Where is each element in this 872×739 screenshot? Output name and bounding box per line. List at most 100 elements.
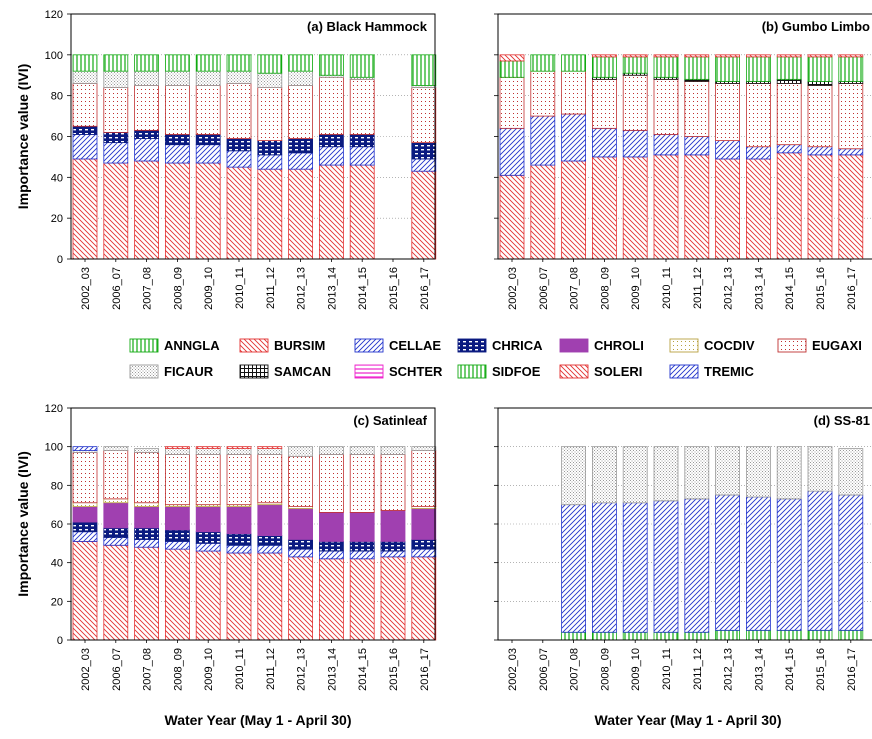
bar-segment-cellae: [103, 537, 129, 546]
bar-segment-chrica: [288, 138, 314, 154]
panel-3: 2002_03 2006_07 2007_08 2008_09 2009_10 2010_…: [15, 403, 437, 728]
bar-segment-sidfoe: [653, 56, 679, 78]
bar-segment-tremic: [592, 502, 617, 633]
bar-segment-bursim: [684, 154, 710, 260]
x-tick-label: 2012_13: [723, 648, 735, 691]
x-tick-label: 2013_14: [753, 648, 765, 691]
x-tick-label: 2008_09: [172, 267, 184, 310]
bar-segment-cellae: [257, 154, 283, 170]
x-tick-label: 2006_07: [538, 648, 550, 691]
bar-segment-chrica: [318, 134, 344, 148]
legend-label: TREMIC: [704, 364, 754, 379]
legend-label: ANNGLA: [164, 338, 220, 353]
bar-segment-bursim: [318, 558, 344, 641]
bar-segment-eugaxi: [288, 455, 314, 508]
bar-segment-eugaxi: [807, 85, 833, 148]
legend-swatch: [559, 364, 589, 379]
bar-segment-bursim: [561, 160, 586, 260]
bar-segment-chroli: [103, 502, 129, 529]
y-tick-label: 80: [51, 91, 63, 103]
bar-segment-soleri: [807, 54, 833, 58]
bar-segment-ficaur: [746, 446, 771, 498]
y-tick-label: 0: [57, 635, 63, 647]
bar-segment-ficaur: [164, 70, 190, 86]
bar-segment-bursim: [499, 174, 525, 260]
x-tick-label: 2002_03: [80, 267, 92, 310]
legend-label: COCDIV: [704, 338, 755, 353]
panel-2: 2002_03 2006_07 2007_08 2008_09 2009_10 2010_…: [494, 13, 872, 310]
bar-segment-chrica: [226, 533, 252, 546]
panel-4: 2002_03 2006_07 2007_08 2008_09 2009_10 2010_…: [494, 407, 872, 728]
x-tick-label: 2013_14: [753, 267, 765, 310]
bar-segment-cellae: [288, 152, 314, 170]
legend-swatch: [354, 364, 384, 379]
x-tick-label: 2010_11: [234, 648, 246, 690]
y-tick-label: 60: [51, 132, 63, 144]
bar-segment-ficaur: [288, 70, 314, 86]
bar-segment-eugaxi: [288, 85, 314, 139]
bar-segment-anngla: [746, 629, 771, 641]
bar-segment-sidfoe: [134, 54, 160, 72]
legend-label: SAMCAN: [274, 364, 331, 379]
y-axis-label: Importance value (IVI): [15, 451, 31, 596]
bar-segment-ficaur: [380, 446, 406, 455]
bar-segment-sidfoe: [103, 54, 129, 72]
bar-segment-ficaur: [411, 446, 437, 451]
bar-segment-eugaxi: [530, 70, 556, 117]
y-tick-label: 100: [45, 442, 63, 454]
bar-segment-soleri: [226, 446, 252, 449]
legend-label: BURSIM: [274, 338, 325, 353]
bar-segment-tremic: [592, 127, 617, 158]
bar-segment-cellae: [318, 550, 344, 560]
legend-label: CELLAE: [389, 338, 441, 353]
bar-segment-chrica: [103, 132, 129, 144]
bar-segment-sidfoe: [561, 54, 586, 72]
bar-segment-chrica: [318, 541, 344, 552]
legend-label: CHROLI: [594, 338, 644, 353]
legend-item-bursim: BURSIM: [239, 338, 325, 353]
bar-segment-eugaxi: [134, 452, 160, 504]
bar-segment-soleri: [499, 54, 525, 62]
x-tick-label: 2016_17: [419, 648, 431, 691]
bar-segment-sidfoe: [776, 56, 802, 80]
bar-segment-cellae: [195, 144, 221, 164]
bar-segment-eugaxi: [257, 453, 283, 504]
bar-segment-sidfoe: [807, 56, 833, 82]
bar-segment-ficaur: [776, 446, 802, 500]
bar-segment-eugaxi: [499, 76, 525, 129]
bar-segment-anngla: [561, 631, 586, 641]
panel-title: (c) Satinleaf: [353, 413, 427, 428]
legend-swatch: [457, 338, 487, 353]
bar-segment-chroli: [288, 508, 314, 540]
y-tick-label: 20: [51, 596, 63, 608]
y-tick-label: 80: [51, 480, 63, 492]
x-tick-label: 2016_17: [419, 267, 431, 310]
x-tick-label: 2015_16: [388, 648, 400, 691]
x-tick-label: 2014_15: [784, 648, 796, 691]
bar-segment-chrica: [134, 129, 160, 139]
x-tick-label: 2007_08: [142, 267, 154, 310]
bar-segment-bursim: [72, 158, 98, 260]
bar-segment-chrica: [164, 529, 190, 542]
bar-segment-eugaxi: [164, 85, 190, 135]
x-tick-label: 2013_14: [326, 648, 338, 691]
bar-segment-eugaxi: [684, 80, 710, 137]
bar-segment-eugaxi: [838, 83, 864, 150]
bar-segment-ficaur: [257, 72, 283, 88]
bar-segment-eugaxi: [257, 87, 283, 141]
bar-segment-cellae: [164, 541, 190, 550]
bar-segment-cellae: [134, 138, 160, 162]
legend-label: EUGAXI: [812, 338, 862, 353]
bar-segment-eugaxi: [715, 83, 740, 141]
legend-swatch: [239, 364, 269, 379]
bar-segment-samcan: [776, 78, 802, 84]
y-tick-label: 0: [57, 254, 63, 266]
bar-segment-chroli: [164, 506, 190, 531]
bar-segment-chrica: [164, 134, 190, 146]
bar-segment-chrica: [103, 527, 129, 538]
bar-segment-cellae: [411, 548, 437, 558]
panel-title: (b) Gumbo Limbo: [762, 19, 870, 34]
bar-segment-bursim: [288, 168, 314, 260]
bar-segment-eugaxi: [318, 76, 344, 135]
bar-segment-anngla: [715, 629, 740, 641]
